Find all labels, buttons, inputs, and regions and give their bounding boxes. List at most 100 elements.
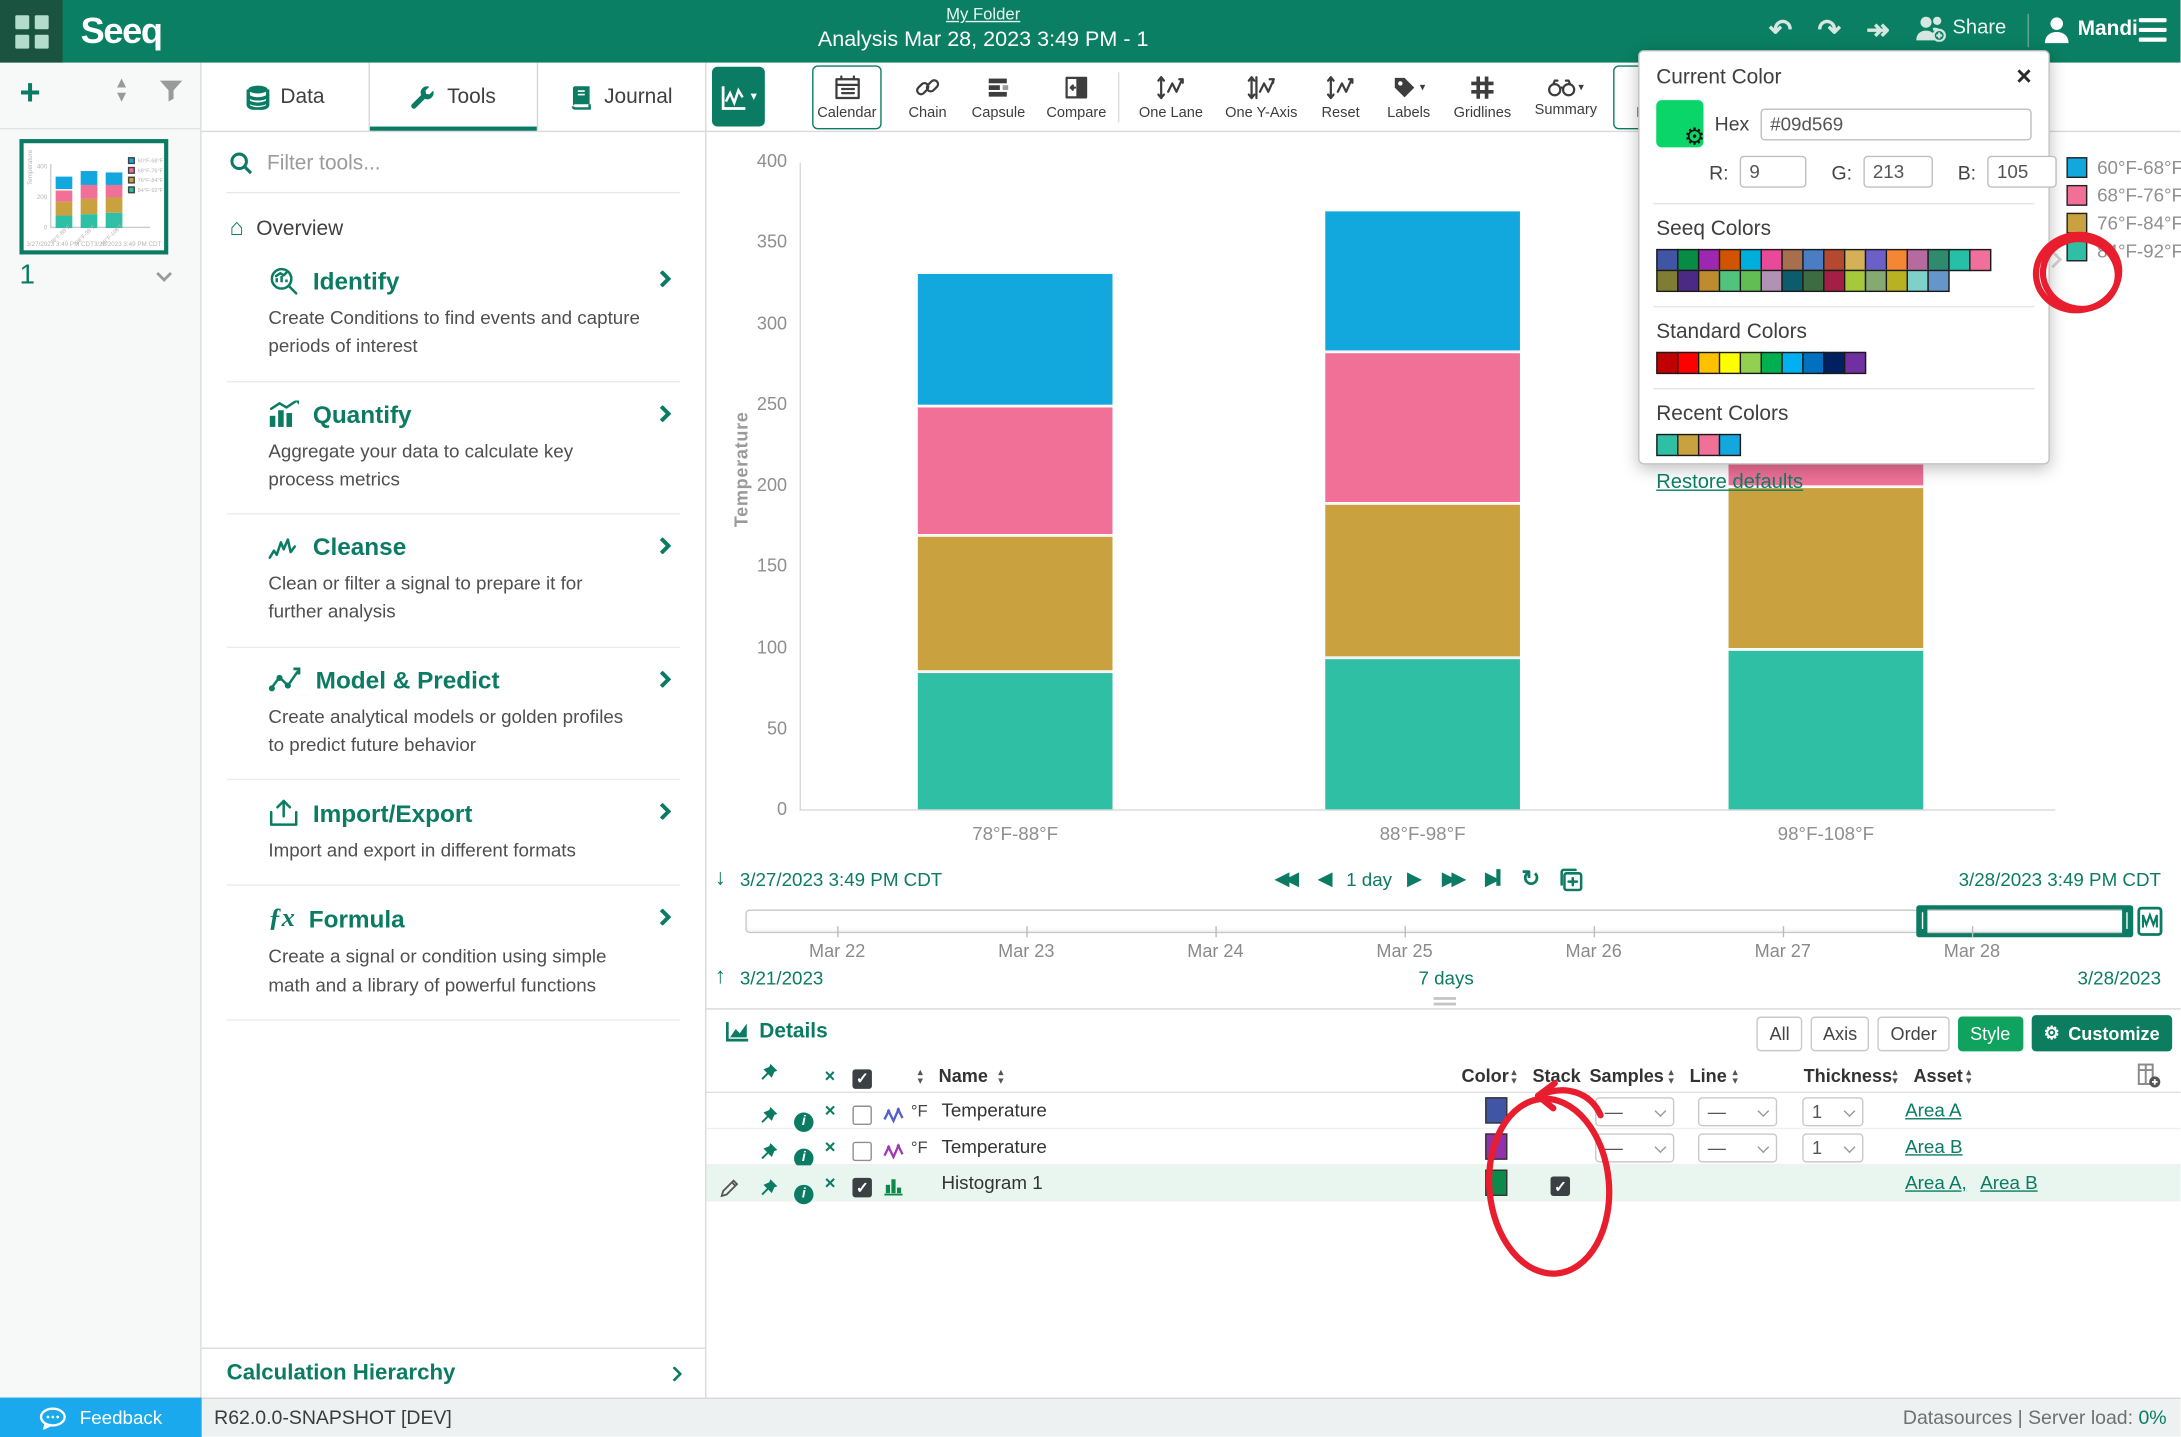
bar-segment[interactable]: [917, 272, 1113, 405]
standard-color-swatch[interactable]: [1822, 351, 1845, 374]
display-range-start[interactable]: 3/27/2023 3:49 PM CDT: [739, 869, 943, 890]
standard-color-swatch[interactable]: [1843, 351, 1866, 374]
app-switcher-button[interactable]: [0, 0, 63, 63]
seeq-color-swatch[interactable]: [1718, 269, 1741, 292]
remove-icon[interactable]: ×: [824, 1172, 836, 1194]
seeq-color-swatch[interactable]: [1759, 248, 1783, 271]
asset-link[interactable]: Area B: [1905, 1136, 1963, 1157]
overview-item[interactable]: ⌂ Overview: [227, 193, 680, 247]
toolbar-capsule-button[interactable]: Capsule: [965, 65, 1032, 129]
standard-color-swatch[interactable]: [1718, 351, 1741, 374]
column-color[interactable]: Color: [1461, 1065, 1509, 1087]
column-asset[interactable]: Asset: [1913, 1065, 1963, 1087]
filter-tools-input[interactable]: [267, 151, 678, 176]
bar-segment[interactable]: [917, 405, 1113, 534]
seeq-color-swatch[interactable]: [1655, 269, 1678, 292]
filter-worksheets-icon[interactable]: [159, 79, 184, 108]
bar-segment[interactable]: [1325, 209, 1520, 351]
column-stack[interactable]: Stack: [1532, 1065, 1581, 1087]
bar-segment[interactable]: [917, 535, 1113, 670]
tool-item-model-predict[interactable]: Model & Predict Create analytical models…: [226, 647, 681, 781]
table-row[interactable]: i × °F Temperature — — 1 Area B: [706, 1129, 2181, 1169]
color-swatch[interactable]: [1485, 1097, 1508, 1124]
pin-icon[interactable]: [759, 1174, 778, 1210]
panel-drag-handle[interactable]: [1433, 997, 1456, 1006]
sort-worksheets-button[interactable]: ▲ ▼: [114, 75, 130, 106]
thickness-select[interactable]: 1: [1802, 1132, 1864, 1162]
bar-segment[interactable]: [1325, 502, 1520, 658]
seeq-color-swatch[interactable]: [1864, 269, 1887, 292]
toolbar-one-lane-button[interactable]: One Lane: [1132, 65, 1210, 129]
details-style-button[interactable]: Style: [1957, 1015, 2023, 1051]
seeq-color-swatch[interactable]: [1968, 248, 1991, 271]
user-icon[interactable]: [2041, 14, 2072, 56]
g-input[interactable]: [1863, 155, 1933, 188]
pin-icon[interactable]: [759, 1101, 778, 1137]
remove-icon[interactable]: ×: [824, 1136, 836, 1157]
seeq-color-swatch[interactable]: [1822, 248, 1845, 271]
standard-color-swatch[interactable]: [1759, 351, 1783, 374]
seeq-color-swatch[interactable]: [1905, 269, 1929, 292]
standard-color-swatch[interactable]: [1780, 351, 1803, 374]
info-icon[interactable]: i: [794, 1184, 814, 1205]
line-select[interactable]: —: [1697, 1096, 1778, 1126]
arrow-down-icon[interactable]: ↓: [714, 866, 726, 890]
item-name[interactable]: Temperature: [941, 1136, 1047, 1157]
standard-color-swatch[interactable]: [1676, 351, 1699, 374]
tool-item-cleanse[interactable]: Cleanse Clean or filter a signal to prep…: [226, 515, 681, 648]
bar-segment[interactable]: [1728, 486, 1924, 648]
b-input[interactable]: [1987, 155, 2057, 188]
toolbar-summary-button[interactable]: ▾ Summary: [1527, 65, 1605, 129]
samples-select[interactable]: —: [1595, 1096, 1675, 1126]
restore-defaults-link[interactable]: Restore defaults: [1656, 471, 1804, 494]
toolbar-chain-button[interactable]: Chain: [898, 65, 956, 129]
sort-icon[interactable]: ▴ ▾: [1732, 1068, 1738, 1087]
step-back-fast-button[interactable]: ◀◀: [1275, 867, 1299, 889]
arrow-up-icon[interactable]: ↑: [714, 965, 726, 989]
tab-journal[interactable]: Journal: [538, 63, 705, 131]
legend-item[interactable]: 68°F-76°F: [2066, 184, 2181, 206]
tool-item-import-export[interactable]: Import/Export Import and export in diffe…: [226, 780, 681, 887]
share-button[interactable]: Share: [1952, 16, 2007, 39]
seeq-color-swatch[interactable]: [1697, 248, 1720, 271]
seeq-color-swatch[interactable]: [1676, 248, 1699, 271]
view-selector-button[interactable]: ▾: [712, 66, 765, 127]
step-to-end-button[interactable]: ▶: [1485, 868, 1500, 890]
table-row-selected[interactable]: i × Histogram 1 Area A, Area B: [706, 1165, 2181, 1206]
column-samples[interactable]: Samples: [1589, 1065, 1664, 1087]
hamburger-menu-icon[interactable]: [2138, 18, 2167, 42]
sort-icon[interactable]: ▴ ▾: [998, 1068, 1004, 1087]
seeq-color-swatch[interactable]: [1780, 269, 1803, 292]
seeq-color-swatch[interactable]: [1738, 269, 1762, 292]
step-forward-fast-button[interactable]: ▶▶: [1442, 867, 1466, 889]
standard-color-swatch[interactable]: [1738, 351, 1762, 374]
remove-column-icon[interactable]: ×: [824, 1065, 836, 1087]
standard-color-swatch[interactable]: [1801, 351, 1824, 374]
seeq-color-swatch[interactable]: [1676, 269, 1699, 292]
seeq-color-swatch[interactable]: [1843, 248, 1866, 271]
recent-color-swatch[interactable]: [1676, 433, 1699, 456]
step-forward-button[interactable]: ▶: [1407, 867, 1421, 889]
auto-update-button[interactable]: ↻: [1521, 867, 1540, 892]
row-checkbox[interactable]: [852, 1170, 872, 1206]
seeq-color-swatch[interactable]: [1884, 269, 1908, 292]
add-column-icon[interactable]: [2136, 1062, 2162, 1100]
line-select[interactable]: —: [1697, 1132, 1778, 1162]
seeq-color-swatch[interactable]: [1697, 269, 1720, 292]
capsule-time-button[interactable]: [1558, 868, 1583, 899]
item-name[interactable]: Histogram 1: [941, 1172, 1043, 1194]
toolbar-calendar-button[interactable]: Calendar: [812, 65, 882, 130]
thickness-select[interactable]: 1: [1802, 1096, 1864, 1126]
recent-color-swatch[interactable]: [1697, 433, 1720, 456]
remove-icon[interactable]: ×: [824, 1099, 836, 1121]
column-name[interactable]: Name: [938, 1065, 988, 1087]
tool-item-quantify[interactable]: Quantify Aggregate your data to calculat…: [226, 382, 681, 515]
worksheet-number[interactable]: 1: [19, 260, 35, 291]
redo-button[interactable]: ↷: [1817, 15, 1841, 46]
tab-data[interactable]: Data: [202, 63, 369, 131]
timeline-signal-button[interactable]: [2137, 906, 2163, 936]
toolbar-compare-button[interactable]: Compare: [1040, 65, 1112, 129]
fast-forward-button[interactable]: ↠: [1866, 15, 1890, 46]
select-all-checkbox[interactable]: [852, 1062, 872, 1095]
hex-input[interactable]: [1760, 107, 2032, 140]
